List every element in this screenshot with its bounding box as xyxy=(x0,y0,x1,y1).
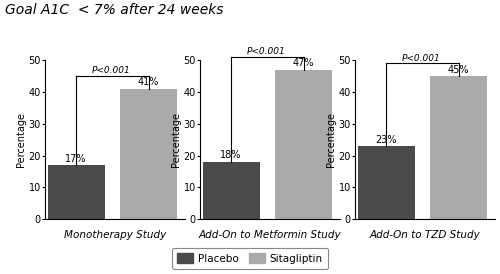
Bar xyxy=(120,89,177,219)
Text: 47%: 47% xyxy=(293,58,314,68)
Bar xyxy=(275,70,332,219)
Bar xyxy=(202,162,260,219)
Text: Goal A1C  < 7% after 24 weeks: Goal A1C < 7% after 24 weeks xyxy=(5,3,224,17)
Text: 41%: 41% xyxy=(138,77,160,87)
Y-axis label: Percentage: Percentage xyxy=(326,112,336,167)
Text: Monotherapy Study: Monotherapy Study xyxy=(64,230,166,240)
Y-axis label: Percentage: Percentage xyxy=(170,112,180,167)
Text: 45%: 45% xyxy=(448,65,469,75)
Text: 23%: 23% xyxy=(376,135,397,144)
Text: P<0.001: P<0.001 xyxy=(402,53,441,62)
Legend: Placebo, Sitagliptin: Placebo, Sitagliptin xyxy=(172,248,328,269)
Text: P<0.001: P<0.001 xyxy=(92,66,131,75)
Bar xyxy=(358,146,414,219)
Text: P<0.001: P<0.001 xyxy=(247,47,286,56)
Text: Add-On to Metformin Study: Add-On to Metformin Study xyxy=(198,230,342,240)
Text: 17%: 17% xyxy=(66,154,87,164)
Bar xyxy=(48,165,104,219)
Text: Add-On to TZD Study: Add-On to TZD Study xyxy=(370,230,480,240)
Y-axis label: Percentage: Percentage xyxy=(16,112,26,167)
Bar xyxy=(430,76,487,219)
Text: 18%: 18% xyxy=(220,150,242,160)
